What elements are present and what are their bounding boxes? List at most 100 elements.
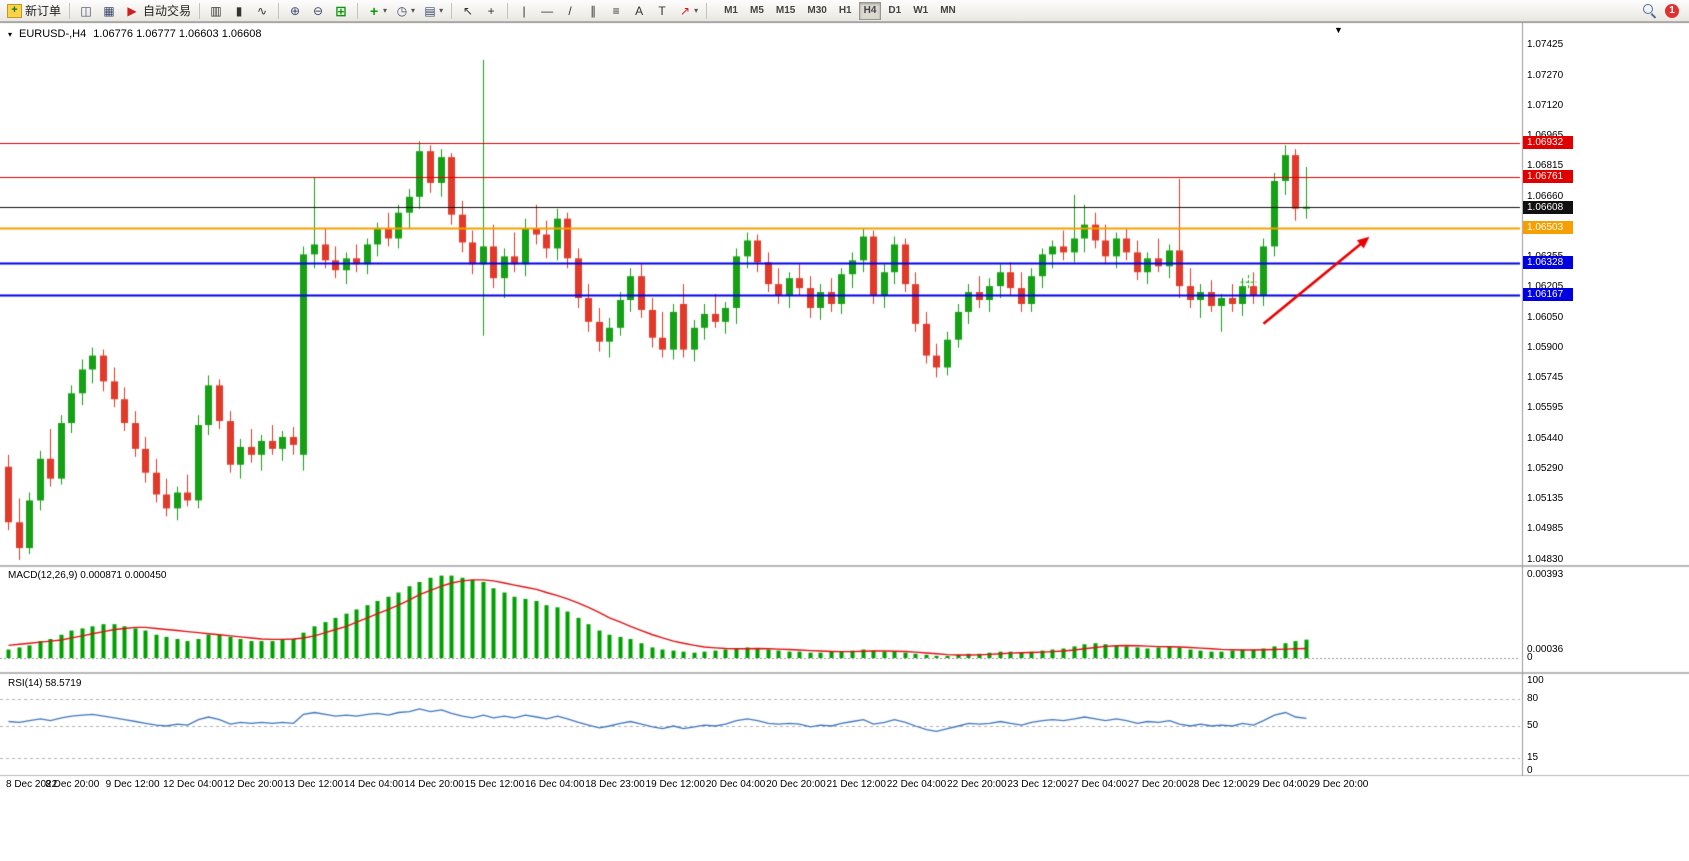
chevron-down-icon: ▾	[411, 6, 416, 15]
tile-windows-icon: ⊞	[335, 2, 347, 19]
templates-button[interactable]: ▤ ▾	[419, 1, 446, 21]
chart-canvas[interactable]	[0, 22, 1689, 802]
price-tick-label: 1.05595	[1527, 402, 1564, 414]
label-icon: T	[658, 3, 666, 18]
rsi-value: 58.5719	[45, 678, 82, 689]
autotrading-label: 自动交易	[143, 4, 192, 18]
time-axis-label: 16 Dec 04:00	[524, 779, 585, 790]
time-axis-label: 19 Dec 12:00	[645, 779, 706, 790]
charts-grid-button[interactable]: ◫	[75, 1, 97, 21]
zoom-in-button[interactable]: ⊕	[284, 1, 306, 21]
time-axis-label: 28 Dec 12:00	[1188, 779, 1248, 790]
time-axis-label: 29 Dec 20:00	[1308, 779, 1369, 790]
new-order-label: 新订单	[25, 4, 62, 18]
time-axis-label: 12 Dec 04:00	[163, 779, 223, 790]
tile-windows-button[interactable]: ⊞	[330, 1, 352, 21]
price-line-tag: 1.06761	[1523, 170, 1573, 184]
trendline-tool-button[interactable]: /	[559, 1, 581, 21]
price-line-tag: 1.06328	[1523, 256, 1573, 270]
rsi-scale-label: 100	[1527, 675, 1544, 686]
bar-chart-button[interactable]: ▥	[205, 1, 227, 21]
time-axis-label: 14 Dec 20:00	[404, 779, 464, 790]
symbol-dropdown-icon[interactable]: ▾	[8, 29, 13, 39]
autotrading-icon: ▶	[127, 3, 137, 18]
trendline-icon: /	[568, 3, 572, 18]
shapes-tool-button[interactable]: ↗ ▾	[674, 1, 701, 21]
timeframe-button-d1[interactable]: D1	[883, 2, 906, 20]
price-tick-label: 1.05135	[1527, 493, 1564, 505]
timeframe-button-m30[interactable]: M30	[802, 2, 831, 20]
timeframe-button-h4[interactable]: H4	[858, 1, 882, 20]
text-icon: A	[635, 3, 644, 18]
line-chart-button[interactable]: ∿	[251, 1, 273, 21]
new-order-icon: +	[7, 3, 22, 18]
vertical-line-tool-button[interactable]: |	[513, 1, 535, 21]
rsi-scale-label: 50	[1527, 720, 1539, 731]
market-watch-button[interactable]: ▦	[98, 1, 120, 21]
line-chart-icon: ∿	[257, 3, 268, 18]
price-line-tag: 1.06167	[1523, 288, 1573, 302]
candlestick-button[interactable]: ▮	[228, 1, 250, 21]
time-axis-label: 18 Dec 23:00	[585, 779, 645, 790]
arrow-shape-icon: ↗	[680, 3, 691, 18]
timeframe-button-mn[interactable]: MN	[935, 2, 961, 20]
timeframe-button-m1[interactable]: M1	[719, 2, 743, 20]
rsi-scale-label: 80	[1527, 693, 1539, 704]
time-axis-label: 15 Dec 12:00	[464, 779, 525, 790]
new-order-button[interactable]: + 新订单	[4, 1, 64, 21]
zoom-in-icon: ⊕	[290, 3, 301, 18]
template-icon: ▤	[424, 3, 436, 18]
time-axis-label: 13 Dec 12:00	[283, 779, 344, 790]
price-tick-label: 1.04985	[1527, 523, 1564, 535]
crosshair-tool-button[interactable]: +	[480, 1, 502, 21]
toolbar-separator	[199, 2, 201, 19]
chart-shift-marker[interactable]: ▼	[1334, 25, 1343, 35]
time-axis-label: 8 Dec 20:00	[45, 779, 100, 790]
chart-ohlc-values: 1.06776 1.06777 1.06603 1.06608	[93, 28, 262, 40]
bar-chart-icon: ▥	[210, 3, 222, 18]
cursor-tool-button[interactable]: ↖	[457, 1, 479, 21]
price-tick-label: 1.07270	[1527, 69, 1564, 81]
price-tick-label: 1.06205	[1527, 281, 1564, 293]
toolbar-separator	[278, 2, 280, 19]
timeframe-button-m15[interactable]: M15	[771, 2, 800, 20]
time-axis-label: 14 Dec 04:00	[344, 779, 404, 790]
macd-indicator-label: MACD(12,26,9) 0.000871 0.000450	[8, 570, 166, 581]
macd-name: MACD(12,26,9)	[8, 570, 78, 581]
toolbar-separator	[451, 2, 453, 19]
clock-icon: ◷	[396, 3, 408, 18]
fibonacci-icon: ≡	[612, 3, 620, 18]
macd-scale-label: 0	[1527, 652, 1533, 663]
price-tick-label: 1.06815	[1527, 160, 1564, 172]
zoom-out-button[interactable]: ⊖	[307, 1, 329, 21]
macd-values: 0.000871 0.000450	[80, 570, 167, 581]
timeframe-button-h1[interactable]: H1	[834, 2, 857, 20]
vertical-line-icon: |	[522, 3, 526, 18]
chart-symbol-period: EURUSD-,H4	[19, 28, 87, 40]
autotrading-button[interactable]: ▶ 自动交易	[121, 1, 194, 21]
price-tick-label: 1.06660	[1527, 190, 1564, 202]
zoom-out-icon: ⊖	[313, 3, 324, 18]
candlestick-icon: ▮	[235, 3, 243, 18]
notification-badge[interactable]: 1	[1665, 3, 1679, 18]
timeframe-button-w1[interactable]: W1	[908, 2, 933, 20]
fibonacci-tool-button[interactable]: ≡	[605, 1, 627, 21]
label-tool-button[interactable]: T	[651, 1, 673, 21]
chart-window[interactable]: ▾ EURUSD-,H4 1.06776 1.06777 1.06603 1.0…	[0, 22, 1689, 861]
indicators-button[interactable]: + ▾	[363, 1, 390, 21]
text-tool-button[interactable]: A	[628, 1, 650, 21]
chart-title: ▾ EURUSD-,H4 1.06776 1.06777 1.06603 1.0…	[8, 28, 261, 40]
chevron-down-icon: ▾	[383, 6, 388, 15]
horizontal-line-tool-button[interactable]: —	[536, 1, 558, 21]
toolbar-separator	[507, 2, 509, 19]
time-axis-label: 9 Dec 12:00	[105, 779, 160, 790]
price-tick-label: 1.05745	[1527, 372, 1564, 384]
toolbar-separator	[69, 2, 71, 19]
periods-button[interactable]: ◷ ▾	[391, 1, 418, 21]
price-tick-label: 1.05440	[1527, 432, 1564, 444]
timeframe-button-m5[interactable]: M5	[745, 2, 769, 20]
search-button[interactable]	[1639, 1, 1660, 21]
channel-tool-button[interactable]: ∥	[582, 1, 604, 21]
price-tick-label: 1.07120	[1527, 99, 1564, 111]
